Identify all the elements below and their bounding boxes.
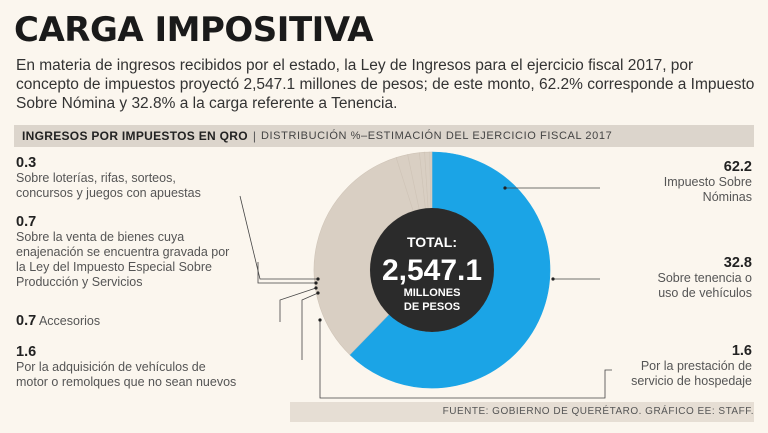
leader-dot-hospedaje bbox=[318, 318, 322, 322]
label-venta-value: 0.7 bbox=[16, 214, 37, 230]
label-tenencia: 32.8 Sobre tenencia o uso de vehículos bbox=[657, 256, 752, 301]
source-note: FUENTE: GOBIERNO DE QUERÉTARO. GRÁFICO E… bbox=[442, 406, 754, 417]
label-tenencia-value: 32.8 bbox=[723, 255, 752, 271]
label-nominas-text-2: Nóminas bbox=[702, 190, 752, 204]
center-units-2: DE PESOS bbox=[404, 301, 460, 313]
label-loterias-text-1: Sobre loterías, rifas, sorteos, bbox=[16, 171, 176, 185]
label-tenencia-text-1: Sobre tenencia o bbox=[657, 271, 752, 285]
center-circle bbox=[370, 208, 494, 332]
label-vehiculos-text-1: Por la adquisición de vehículos de bbox=[16, 360, 206, 374]
label-hospedaje-text-1: Por la prestación de bbox=[640, 359, 752, 373]
leader-dot-nominas bbox=[503, 186, 507, 190]
section-separator: | bbox=[252, 129, 256, 143]
label-loterias-text-2: concursos y juegos con apuestas bbox=[16, 186, 201, 200]
leader-dot-accesorios bbox=[314, 286, 318, 290]
label-vehiculos: 1.6 Por la adquisición de vehículos de m… bbox=[16, 345, 236, 390]
label-venta-text-4: Producción y Servicios bbox=[16, 275, 143, 289]
label-tenencia-text-2: uso de vehículos bbox=[658, 286, 752, 300]
center-total-value: 2,547.1 bbox=[382, 254, 482, 287]
label-vehiculos-text-2: motor o remolques que no sean nuevos bbox=[16, 375, 237, 389]
section-subtitle: DISTRIBUCIÓN %–ESTIMACIÓN DEL EJERCICIO … bbox=[260, 130, 613, 142]
label-venta-text-3: la Ley del Impuesto Especial Sobre bbox=[16, 260, 212, 274]
label-accesorios-text: Accesorios bbox=[38, 314, 101, 328]
leader-dot-vehiculos bbox=[316, 291, 320, 295]
section-bar: INGRESOS POR IMPUESTOS EN QRO | DISTRIBU… bbox=[14, 125, 754, 147]
label-venta: 0.7 Sobre la venta de bienes cuya enajen… bbox=[16, 215, 229, 290]
leader-venta bbox=[257, 262, 316, 284]
page-title: CARGA IMPOSITIVA bbox=[14, 10, 374, 50]
center-total-label: TOTAL: bbox=[407, 234, 457, 250]
footer-band bbox=[290, 402, 754, 422]
label-venta-text-1: Sobre la venta de bienes cuya bbox=[16, 230, 185, 244]
label-hospedaje: 1.6 Por la prestación de servicio de hos… bbox=[631, 344, 752, 389]
label-nominas-value: 62.2 bbox=[723, 159, 752, 175]
label-loterias-value: 0.3 bbox=[16, 155, 37, 171]
label-hospedaje-value: 1.6 bbox=[731, 343, 752, 359]
leader-accesorios bbox=[279, 287, 317, 322]
leader-vehiculos bbox=[301, 292, 319, 360]
leader-hospedaje bbox=[319, 320, 612, 399]
intro-text: En materia de ingresos recibidos por el … bbox=[16, 57, 755, 112]
leader-dot-tenencia bbox=[551, 277, 555, 281]
label-nominas-text-1: Impuesto Sobre bbox=[663, 175, 752, 189]
center-units-1: MILLONES bbox=[404, 287, 461, 299]
label-nominas: 62.2 Impuesto Sobre Nóminas bbox=[664, 160, 752, 205]
leader-dot-venta bbox=[314, 281, 318, 285]
leader-loterias bbox=[239, 195, 318, 280]
label-venta-text-2: enajenación se encuentra gravada por bbox=[16, 245, 230, 259]
section-title: INGRESOS POR IMPUESTOS EN QRO bbox=[22, 129, 248, 143]
label-vehiculos-value: 1.6 bbox=[16, 344, 37, 360]
leader-dot-loterias bbox=[316, 277, 320, 281]
label-loterias: 0.3 Sobre loterías, rifas, sorteos, conc… bbox=[16, 156, 201, 201]
label-accesorios: 0.7 Accesorios bbox=[16, 314, 100, 329]
label-hospedaje-text-2: servicio de hospedaje bbox=[631, 374, 752, 388]
label-accesorios-value: 0.7 bbox=[16, 313, 37, 329]
